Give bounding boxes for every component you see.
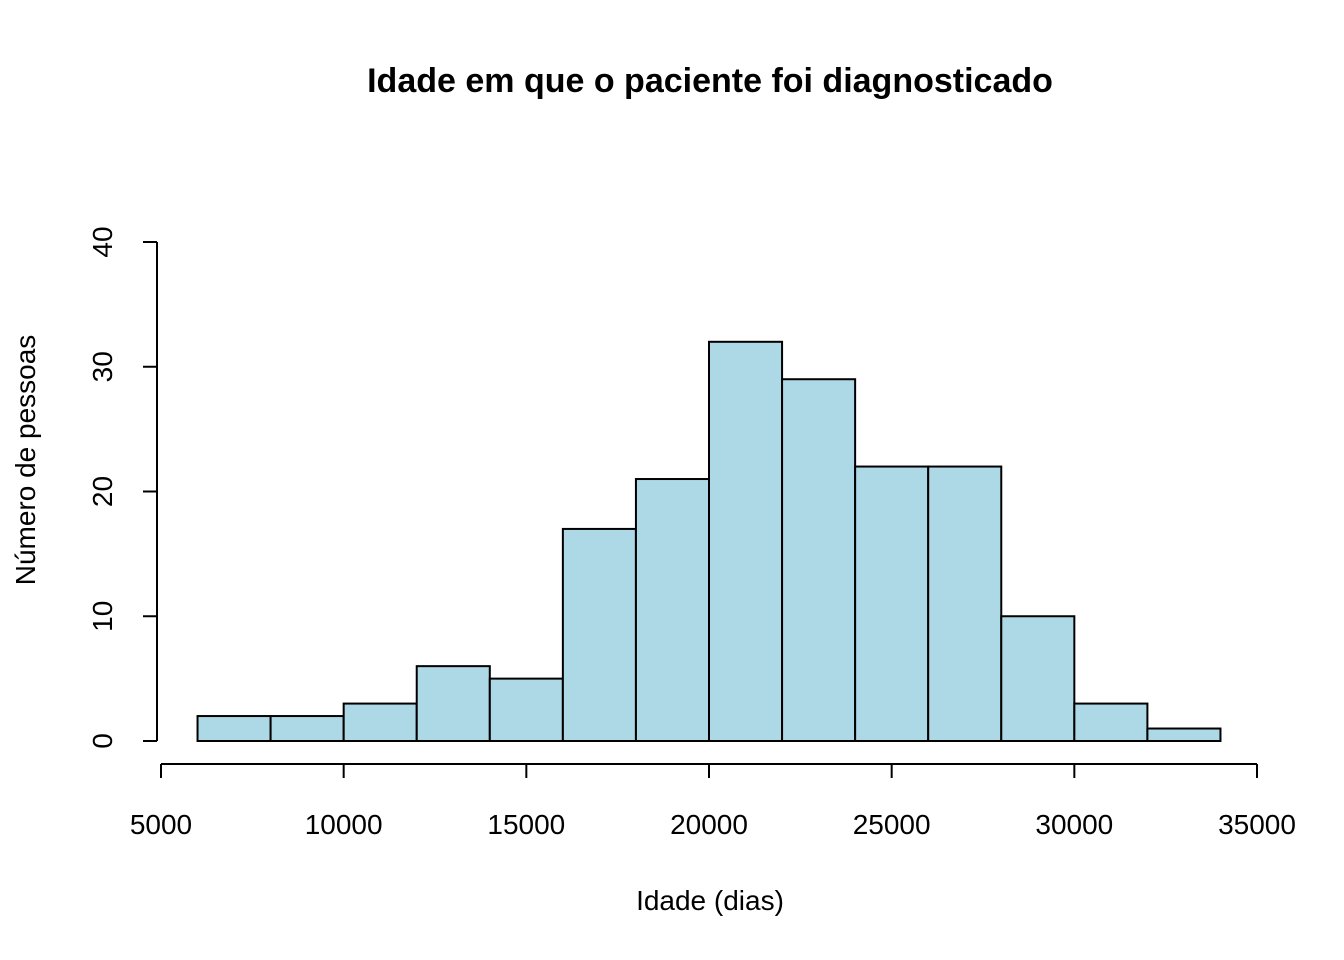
x-tick-label: 20000 — [670, 809, 748, 840]
histogram-bar — [854, 465, 930, 742]
histogram-bar — [342, 702, 418, 743]
x-axis-label: Idade (dias) — [636, 885, 784, 916]
x-tick-label: 35000 — [1218, 809, 1296, 840]
histogram-bar — [415, 665, 491, 743]
histogram-bar — [1000, 615, 1076, 742]
x-tick-label: 5000 — [130, 809, 192, 840]
y-tick-label: 10 — [87, 601, 118, 632]
x-axis: 5000 10000 15000 20000 25000 30000 35000 — [130, 763, 1296, 840]
y-tick-label: 40 — [87, 226, 118, 257]
histogram-bar — [708, 340, 784, 742]
histogram-bar — [1073, 702, 1149, 743]
histogram-bar — [561, 527, 637, 742]
histogram-bar — [927, 465, 1003, 742]
histogram-bar — [1146, 727, 1222, 743]
histogram-bar — [488, 677, 564, 742]
y-axis-label: Número de pessoas — [10, 335, 41, 586]
x-tick-label: 25000 — [853, 809, 931, 840]
y-tick-label: 20 — [87, 476, 118, 507]
x-tick-label: 30000 — [1035, 809, 1113, 840]
histogram-bar — [269, 715, 345, 742]
bars-group — [196, 340, 1222, 743]
x-tick-label: 15000 — [487, 809, 565, 840]
histogram-bar — [196, 715, 272, 742]
chart-title: Idade em que o paciente foi diagnosticad… — [367, 62, 1053, 100]
histogram-bar — [634, 478, 711, 742]
y-tick-label: 0 — [87, 733, 118, 749]
y-tick-label: 30 — [87, 351, 118, 382]
x-tick-label: 10000 — [305, 809, 383, 840]
histogram-bar — [781, 378, 857, 742]
y-axis: 0 10 20 30 40 — [87, 226, 158, 749]
